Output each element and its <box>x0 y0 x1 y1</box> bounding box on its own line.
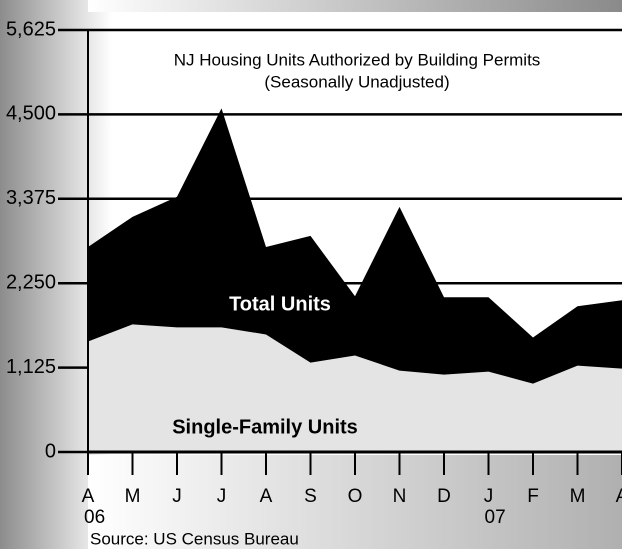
x-tick-label: F <box>527 486 539 507</box>
chart-title: NJ Housing Units Authorized by Building … <box>174 50 541 69</box>
y-tick-label: 2,250 <box>6 271 56 293</box>
y-tick-label: 5,625 <box>6 18 56 40</box>
area <box>88 324 622 452</box>
x-tick-label: D <box>437 486 451 507</box>
x-tick-label: A <box>260 486 273 507</box>
x-tick-label: J <box>172 486 182 507</box>
series-label: Single-Family Units <box>172 416 358 438</box>
x-tick-label: S <box>304 486 317 507</box>
x-tick-label: M <box>125 486 141 507</box>
source: Source: US Census Bureau <box>90 529 299 548</box>
y-tick-label: 1,125 <box>6 356 56 378</box>
y-tick-label: 4,500 <box>6 103 56 125</box>
x-tick-label: O <box>348 486 363 507</box>
x-tick-label: J <box>217 486 227 507</box>
chart-subtitle: (Seasonally Unadjusted) <box>264 72 449 91</box>
x-tick-label: N <box>393 486 407 507</box>
x-tick-label: J <box>484 486 494 507</box>
y-tick-label: 3,375 <box>6 187 56 209</box>
x-tick-label: A <box>82 486 95 507</box>
series-label: Total Units <box>229 293 331 315</box>
x-tick-label: A <box>616 486 622 507</box>
x-tick-label: M <box>570 486 586 507</box>
year-label: 07 <box>485 507 506 528</box>
year-label: 06 <box>84 507 105 528</box>
top-band <box>88 0 622 12</box>
y-tick-label: 0 <box>45 440 56 462</box>
